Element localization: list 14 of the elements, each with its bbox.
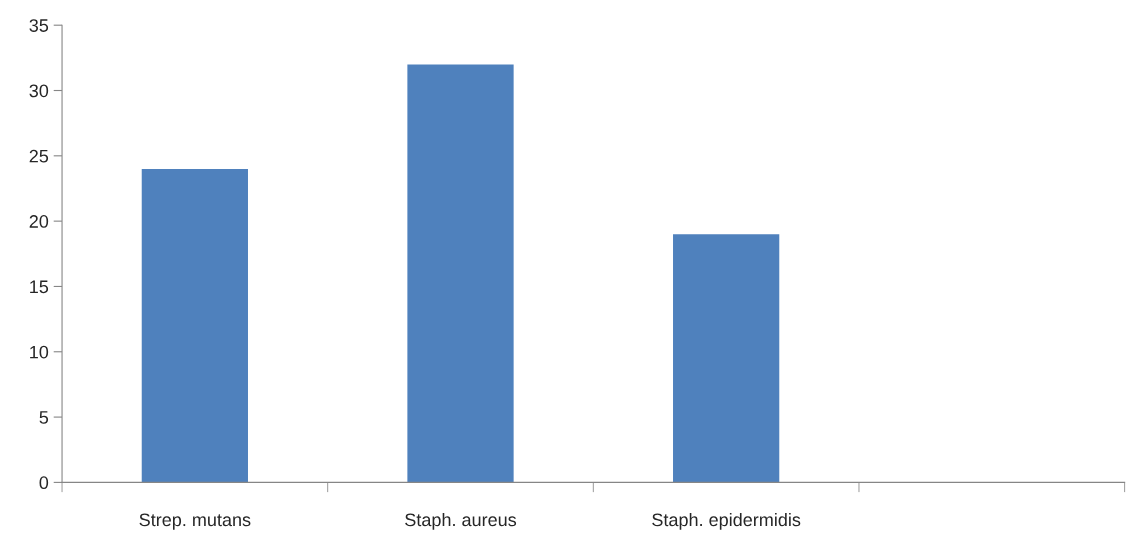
bar [141, 168, 248, 483]
bar [407, 64, 514, 483]
y-tick-label: 35 [29, 19, 49, 32]
bar [673, 234, 780, 483]
x-tick-label: Staph. epidermidis [652, 512, 801, 530]
x-tick-label: Strep. mutans [139, 513, 251, 530]
y-tick-label: 5 [39, 411, 49, 424]
y-tick-label: 25 [29, 149, 49, 163]
y-tick-label: 20 [29, 215, 49, 228]
y-tick-label: 30 [29, 84, 49, 98]
y-tick-label: 10 [30, 345, 49, 359]
x-tick-label: Staph. aureus [405, 512, 517, 530]
y-tick-label: 0 [39, 476, 49, 490]
y-tick-label: 15 [30, 280, 49, 294]
